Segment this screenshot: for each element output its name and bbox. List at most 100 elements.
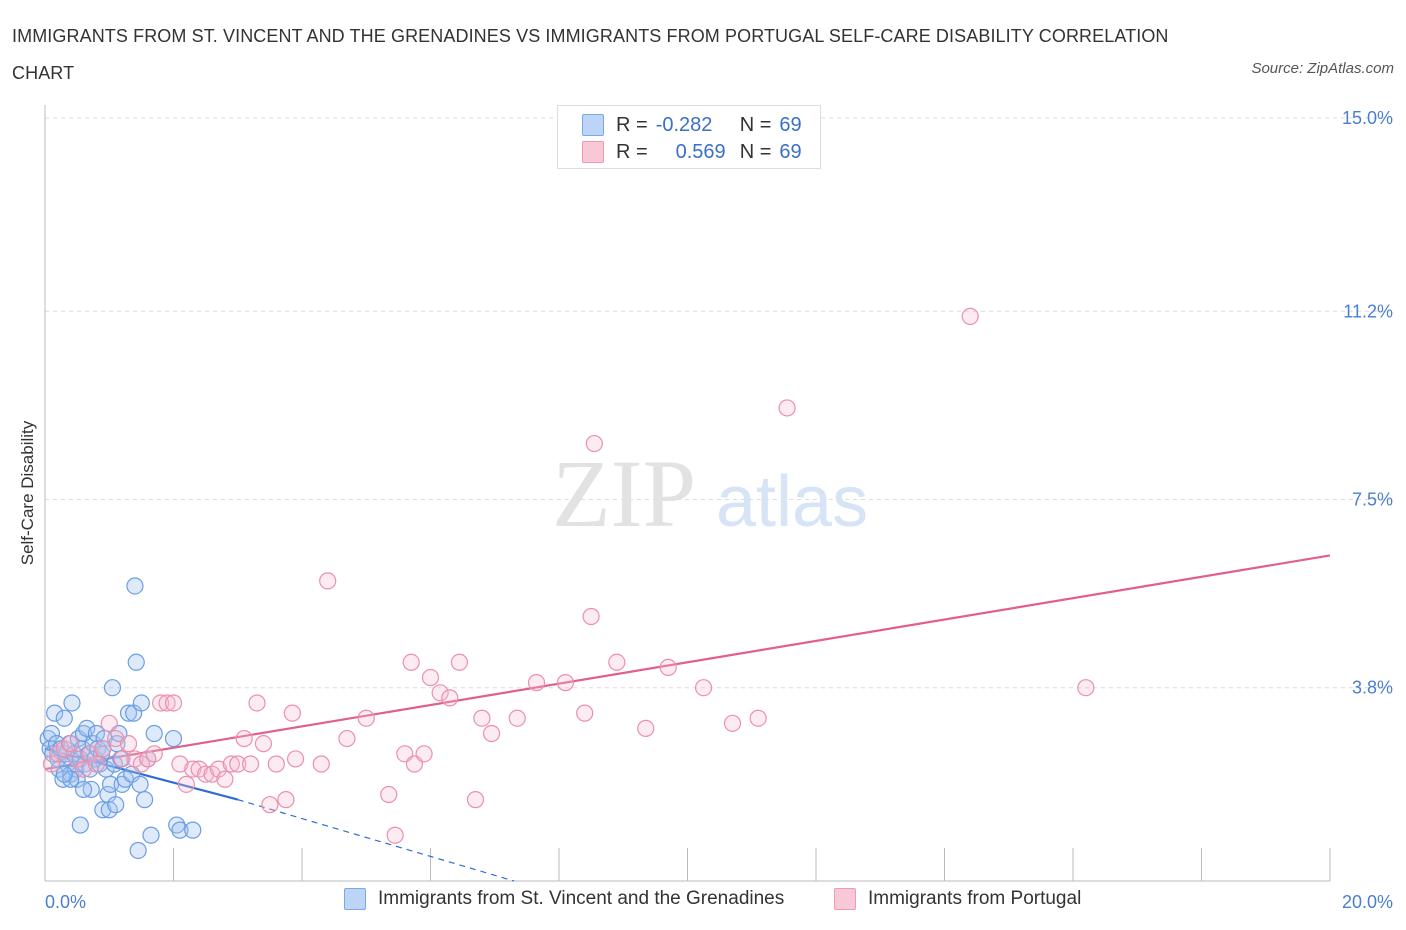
data-point-st-vincent xyxy=(71,816,89,834)
data-point-st-vincent xyxy=(119,704,138,722)
data-point-portugal xyxy=(357,709,375,727)
data-point-portugal xyxy=(527,674,546,692)
data-point-st-vincent xyxy=(68,770,86,788)
data-point-portugal xyxy=(177,775,195,793)
legend-swatch-blue xyxy=(582,114,604,136)
data-point-portugal xyxy=(229,755,247,773)
data-point-st-vincent xyxy=(42,724,61,743)
data-point-portugal xyxy=(164,694,183,712)
tick-labels: 3.8% 7.5% 11.2% 15.0% 0.0% 20.0% xyxy=(45,108,1393,912)
data-point-portugal xyxy=(608,653,626,671)
data-point-portugal xyxy=(261,796,279,814)
data-point-portugal xyxy=(482,724,501,743)
data-point-st-vincent xyxy=(55,765,73,783)
data-point-st-vincent xyxy=(107,796,125,814)
data-point-st-vincent xyxy=(46,704,64,722)
legend-n-label: N = xyxy=(739,113,772,136)
data-point-portugal xyxy=(585,434,603,453)
data-point-st-vincent xyxy=(171,821,189,839)
data-point-st-vincent xyxy=(184,821,202,839)
watermark: ZIP atlas xyxy=(552,440,868,547)
data-point-portugal xyxy=(441,689,459,707)
data-point-portugal xyxy=(42,755,61,773)
data-point-portugal xyxy=(119,735,138,753)
data-point-st-vincent xyxy=(55,709,73,727)
legend-r-label: R = xyxy=(616,113,648,136)
grid-lines xyxy=(45,117,1390,689)
watermark-zip: ZIP xyxy=(552,440,696,547)
series-legend: Immigrants from St. Vincent and the Gren… xyxy=(0,888,1406,916)
data-point-portugal xyxy=(254,735,273,753)
data-point-portugal xyxy=(415,745,433,763)
data-point-portugal xyxy=(242,755,260,773)
data-point-portugal xyxy=(81,745,99,763)
data-point-st-vincent xyxy=(94,801,112,819)
data-point-portugal xyxy=(145,745,163,763)
y-tick-label: 3.8% xyxy=(1352,678,1393,698)
data-point-st-vincent xyxy=(127,653,145,671)
data-point-portugal xyxy=(466,791,485,809)
data-point-st-vincent xyxy=(131,775,149,793)
trend-line-portugal xyxy=(44,554,1331,771)
x-tick-label: 0.0% xyxy=(45,892,86,912)
data-point-portugal xyxy=(402,653,420,671)
y-tick-label: 15.0% xyxy=(1342,108,1393,128)
legend-r-label: R = xyxy=(616,140,648,163)
data-point-portugal xyxy=(87,755,106,773)
data-point-portugal xyxy=(184,760,202,778)
source-label: Source: ZipAtlas.com xyxy=(1251,60,1394,77)
data-point-st-vincent xyxy=(164,729,183,748)
data-point-portugal xyxy=(576,704,594,722)
data-point-portugal xyxy=(267,755,285,773)
series-name: Immigrants from St. Vincent and the Gren… xyxy=(378,888,785,909)
data-point-portugal xyxy=(171,755,189,773)
data-point-portugal xyxy=(209,760,228,778)
data-point-portugal xyxy=(158,694,176,712)
series-name: Immigrants from Portugal xyxy=(868,888,1082,909)
data-point-portugal xyxy=(338,729,356,748)
data-point-portugal xyxy=(312,755,330,773)
y-tick-label: 11.2% xyxy=(1343,301,1393,321)
data-point-portugal xyxy=(582,607,600,626)
data-point-st-vincent xyxy=(63,694,81,712)
watermark-atlas: atlas xyxy=(716,462,868,542)
data-point-portugal xyxy=(107,729,125,748)
series-legend-item-portugal: Immigrants from Portugal xyxy=(834,888,1081,910)
legend-n-label: N = xyxy=(739,140,772,163)
data-point-st-vincent xyxy=(126,577,144,595)
data-point-portugal xyxy=(450,653,469,671)
data-point-portugal xyxy=(283,704,301,722)
series-swatch-blue xyxy=(344,888,366,910)
data-point-st-vincent xyxy=(132,694,150,712)
data-point-st-vincent xyxy=(129,841,147,860)
legend-row-pink: R = 0.569 N = 69 xyxy=(582,139,802,165)
data-point-st-vincent xyxy=(135,791,154,809)
data-point-portugal xyxy=(421,668,440,687)
data-point-portugal xyxy=(68,750,86,768)
data-point-portugal xyxy=(431,684,449,702)
data-points xyxy=(39,307,1095,860)
data-point-portugal xyxy=(74,760,93,778)
data-point-portugal xyxy=(152,694,170,712)
trend-line-st-vincent-extension xyxy=(237,799,515,882)
data-point-portugal xyxy=(1077,679,1095,697)
data-point-portugal xyxy=(248,694,266,712)
series-legend-item-st-vincent: Immigrants from St. Vincent and the Gren… xyxy=(344,888,784,910)
data-point-portugal xyxy=(94,740,112,758)
correlation-legend: R = -0.282 N = 69 R = 0.569 N = 69 xyxy=(557,105,821,169)
data-point-portugal xyxy=(286,750,305,768)
data-point-portugal xyxy=(62,735,80,753)
data-point-portugal xyxy=(961,307,979,325)
data-point-st-vincent xyxy=(74,780,93,799)
data-point-portugal xyxy=(386,826,404,844)
data-point-portugal xyxy=(694,679,713,697)
data-point-st-vincent xyxy=(78,719,96,738)
legend-n-value: 69 xyxy=(779,140,802,163)
data-point-st-vincent xyxy=(103,679,122,697)
legend-r-value: 0.569 xyxy=(675,140,726,163)
data-point-portugal xyxy=(473,709,491,727)
data-point-portugal xyxy=(778,399,796,417)
data-point-portugal xyxy=(235,729,253,748)
data-point-portugal xyxy=(319,572,337,590)
